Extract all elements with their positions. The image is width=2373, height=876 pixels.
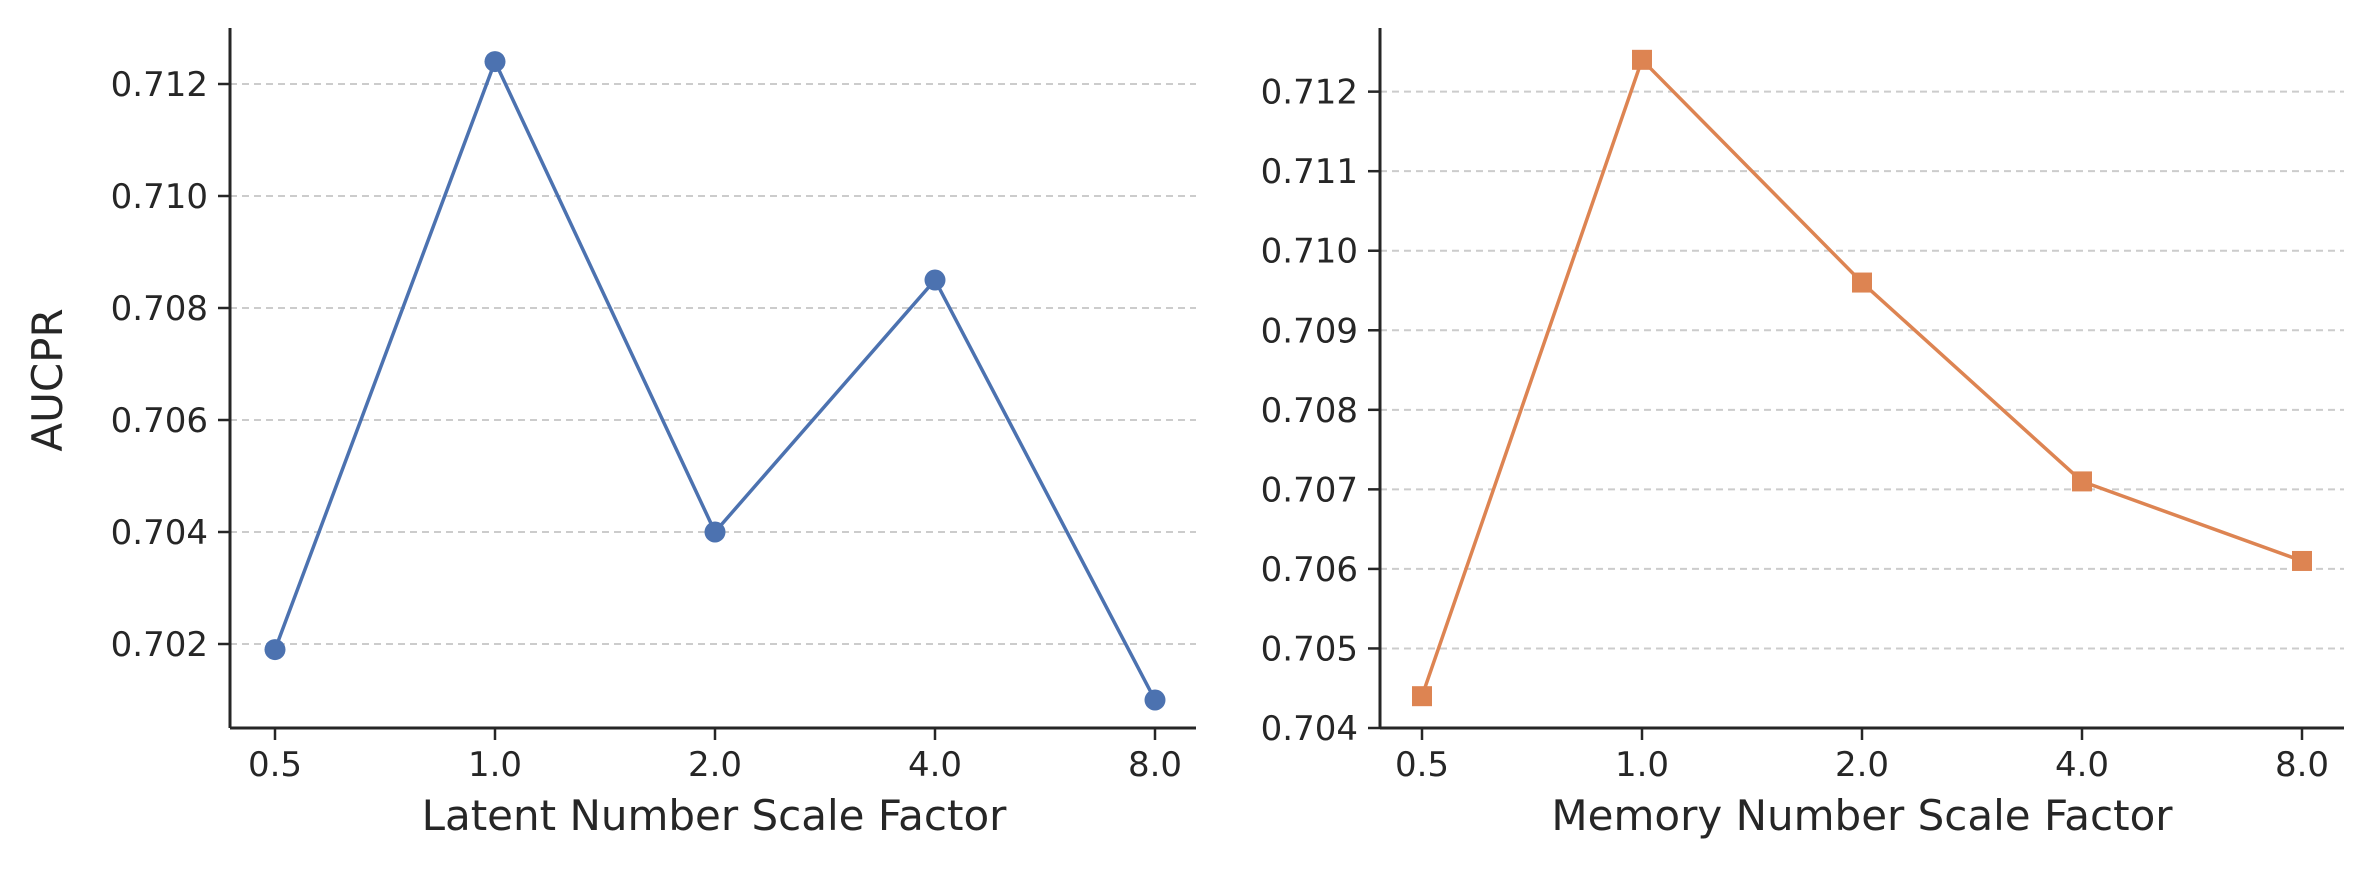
y-tick-label: 0.708	[1261, 391, 1358, 431]
y-tick-label: 0.706	[111, 401, 208, 441]
data-point	[1144, 689, 1166, 711]
data-point	[2072, 471, 2092, 492]
y-ticks: 0.704 0.705 0.706 0.707 0.708 0.709 0.710 0.711…	[1261, 73, 1380, 749]
x-tick-label: 1.0	[1615, 745, 1669, 785]
x-tick-label: 4.0	[908, 745, 962, 785]
y-tick-label: 0.712	[111, 65, 208, 105]
y-tick-label: 0.711	[1261, 152, 1358, 192]
data-point	[1852, 272, 1872, 293]
data-point	[1412, 686, 1432, 707]
y-tick-label: 0.710	[1261, 232, 1358, 272]
x-tick-label: 0.5	[248, 745, 302, 785]
y-tick-label: 0.702	[111, 625, 208, 665]
x-tick-label: 2.0	[688, 745, 742, 785]
chart-panel-memory: 0.704 0.705 0.706 0.707 0.708 0.709 0.710 0.711…	[1261, 28, 2344, 840]
data-point	[264, 639, 286, 661]
series	[1412, 49, 2312, 707]
y-tick-label: 0.708	[111, 289, 208, 329]
x-tick-label: 4.0	[2055, 745, 2109, 785]
grid-lines	[230, 83, 1196, 645]
y-tick-label: 0.706	[1261, 550, 1358, 590]
series	[264, 51, 1166, 711]
grid-lines	[1380, 90, 2344, 650]
x-tick-label: 8.0	[1128, 745, 1182, 785]
data-point	[484, 51, 506, 73]
axes	[228, 28, 1196, 730]
x-ticks: 0.5 1.0 2.0 4.0 8.0	[1395, 728, 2329, 785]
y-axis-label: AUCPR	[23, 308, 72, 451]
y-ticks: 0.702 0.704 0.706 0.708 0.710 0.712	[111, 65, 230, 665]
data-point	[704, 521, 726, 543]
x-tick-label: 2.0	[1835, 745, 1889, 785]
x-ticks: 0.5 1.0 2.0 4.0 8.0	[248, 728, 1182, 785]
y-tick-label: 0.707	[1261, 470, 1358, 510]
y-tick-label: 0.709	[1261, 311, 1358, 351]
x-axis-label: Memory Number Scale Factor	[1551, 791, 2173, 840]
data-point	[1632, 49, 1652, 70]
chart-panel-latent: 0.702 0.704 0.706 0.708 0.710 0.712 0.5 1.0 2.0…	[23, 28, 1196, 840]
axes	[1378, 28, 2344, 730]
y-tick-label: 0.712	[1261, 73, 1358, 113]
data-point	[924, 269, 946, 291]
series-line	[1420, 58, 2303, 697]
y-tick-label: 0.705	[1261, 629, 1358, 669]
y-tick-label: 0.704	[111, 513, 208, 553]
x-tick-label: 0.5	[1395, 745, 1449, 785]
x-tick-label: 8.0	[2275, 745, 2329, 785]
y-tick-label: 0.704	[1261, 709, 1358, 749]
series-line	[273, 59, 1157, 701]
data-point	[2292, 550, 2312, 571]
y-tick-label: 0.710	[111, 177, 208, 217]
x-axis-label: Latent Number Scale Factor	[422, 791, 1008, 840]
x-tick-label: 1.0	[468, 745, 522, 785]
